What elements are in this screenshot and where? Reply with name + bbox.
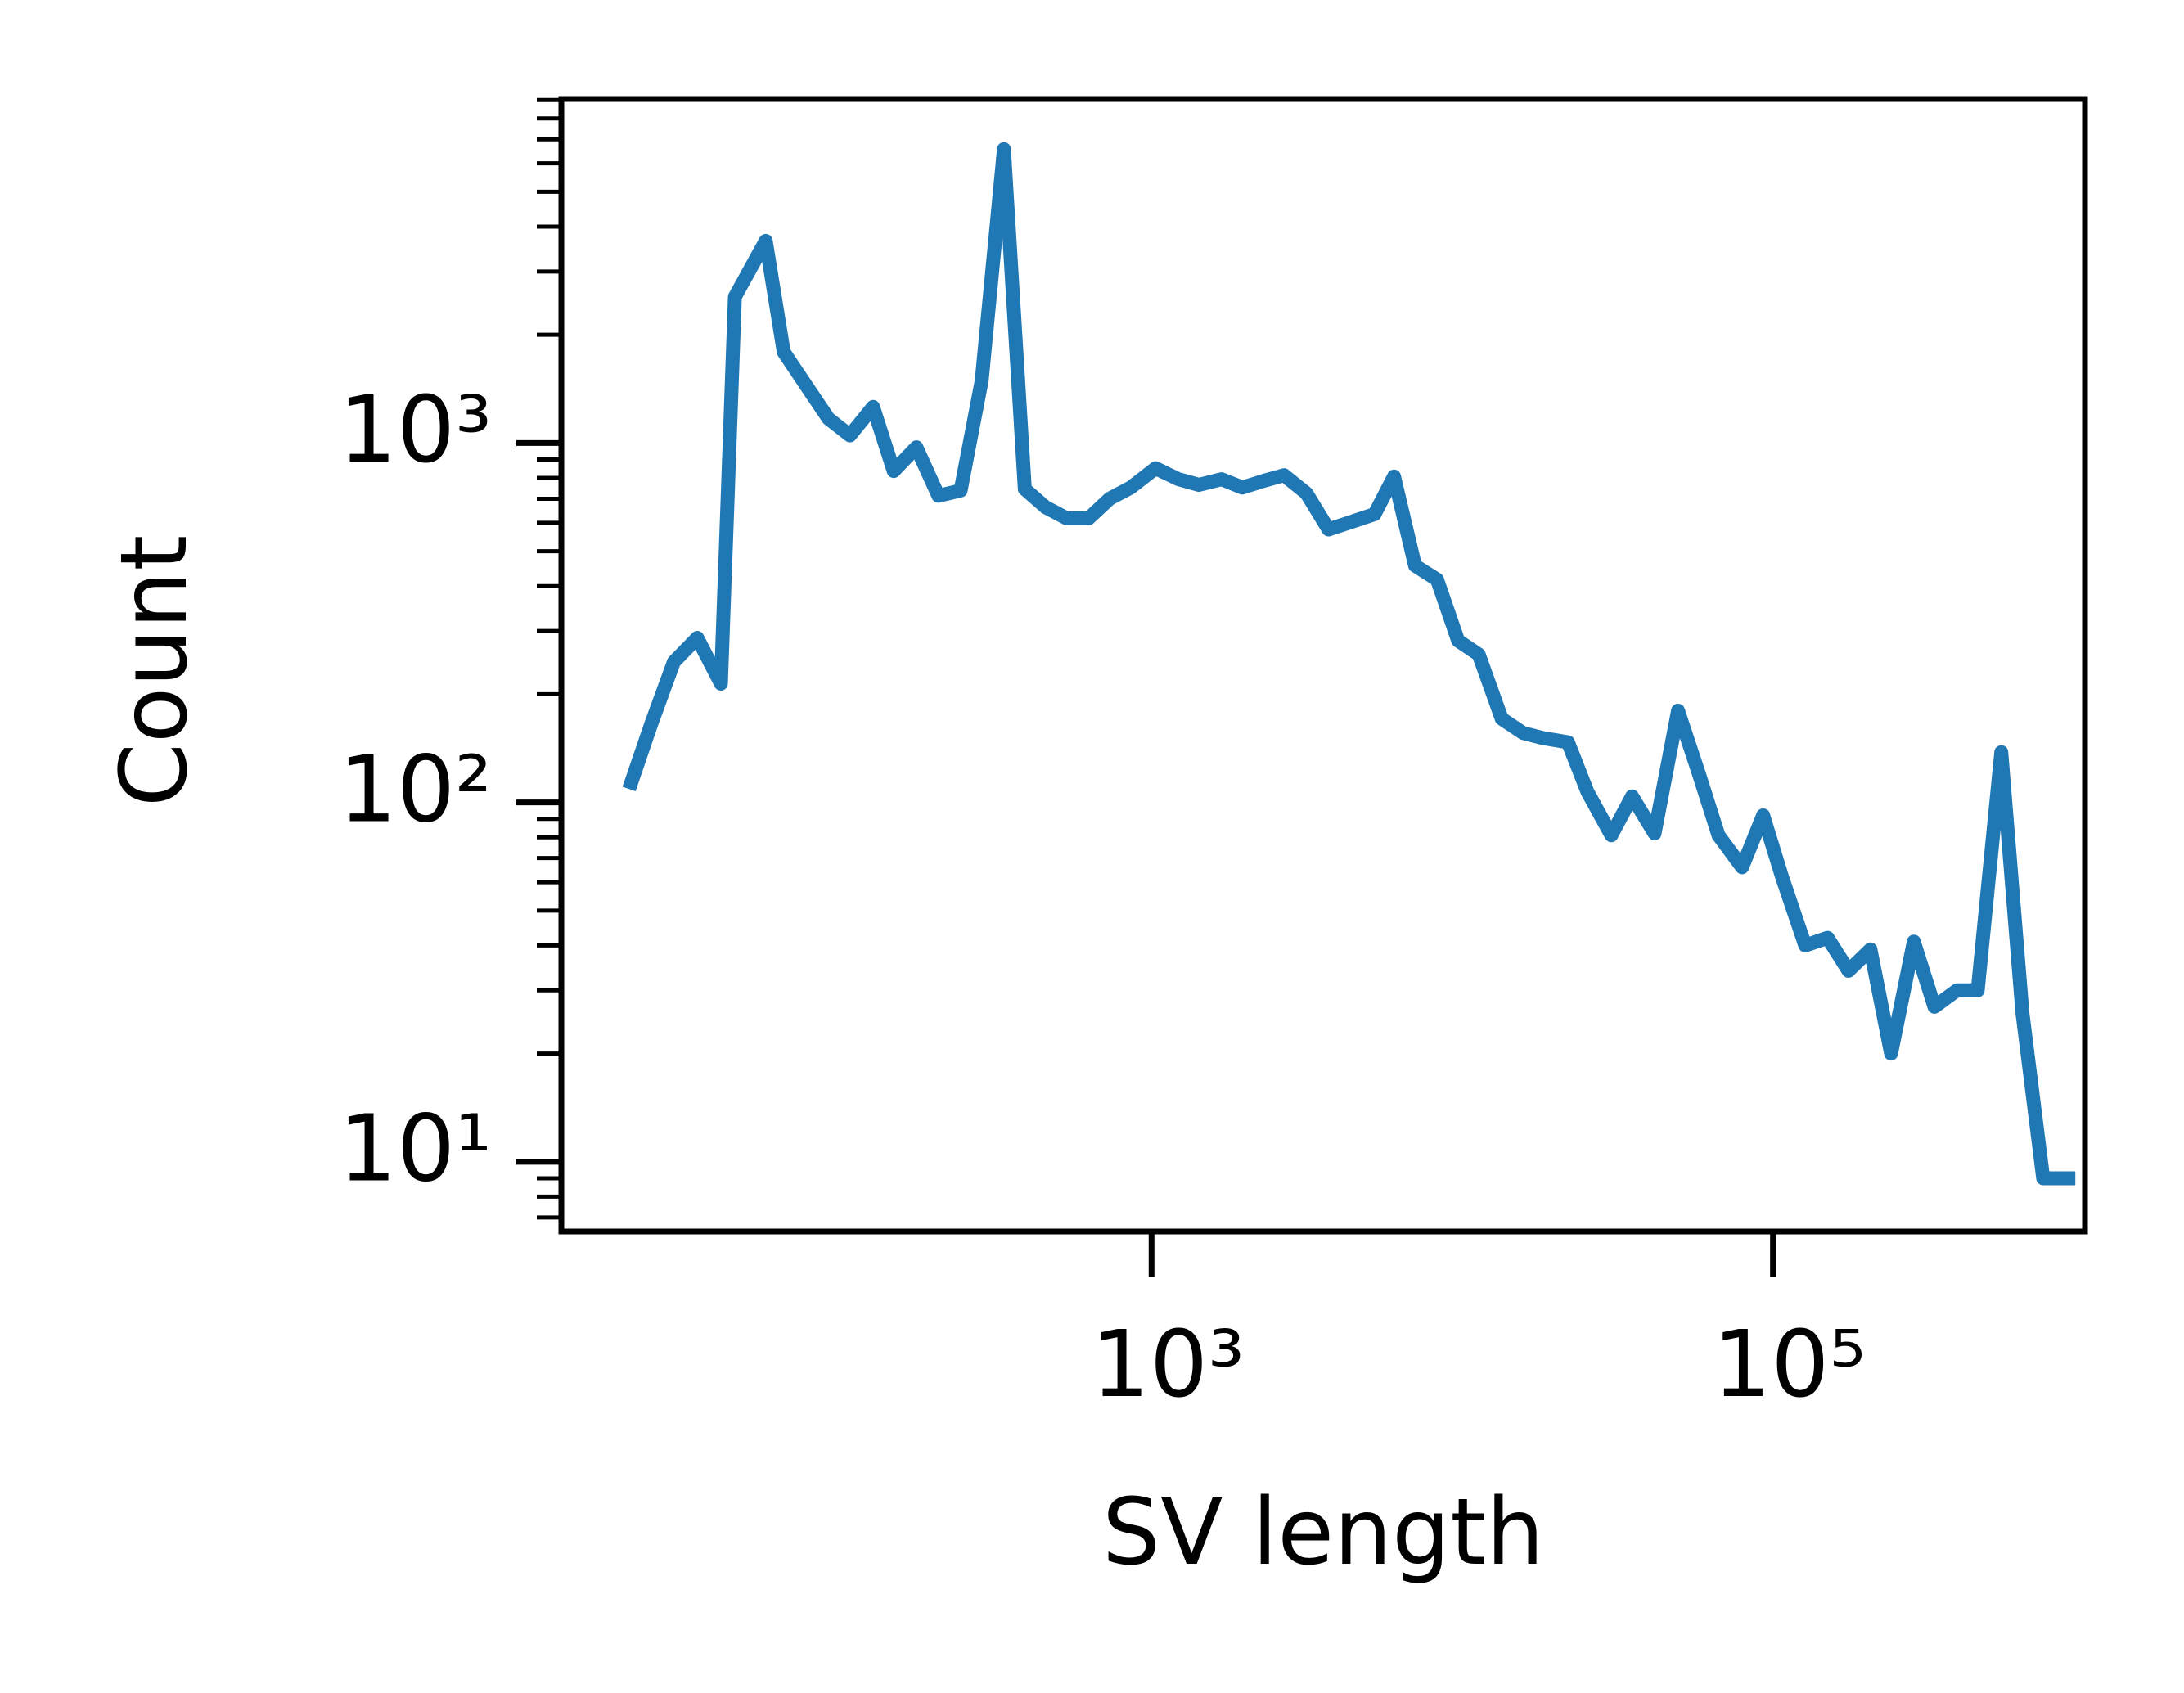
x-tick-label: 10³ — [1092, 1312, 1245, 1418]
plot-frame — [558, 96, 2088, 1235]
x-tick-label: 10⁵ — [1713, 1312, 1866, 1418]
y-tick-label: 10¹ — [339, 1096, 492, 1203]
y-axis-label: Count — [101, 535, 208, 808]
data-line — [622, 142, 2076, 1186]
y-tick-label: 10² — [339, 736, 492, 843]
x-axis-label: SV length — [1102, 1479, 1544, 1586]
y-tick-label: 10³ — [339, 377, 492, 484]
